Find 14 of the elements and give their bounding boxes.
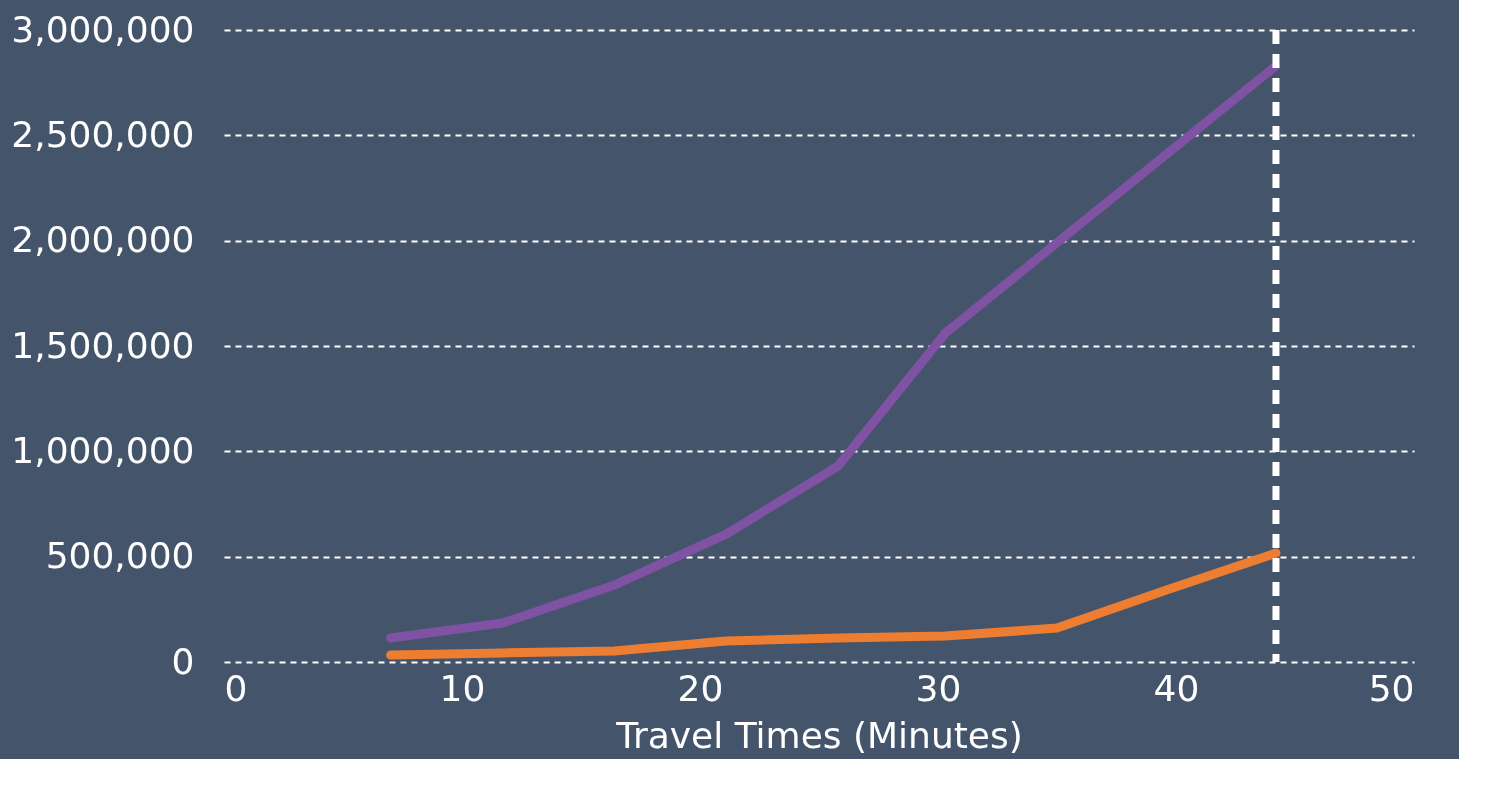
y-tick-label: 0 <box>171 640 195 682</box>
x-tick-label: 40 <box>1153 667 1200 709</box>
x-tick-label: 30 <box>915 667 962 709</box>
x-tick-label: 10 <box>439 667 486 709</box>
y-tick-label: 1,000,000 <box>11 429 195 471</box>
x-tick-label: 0 <box>224 667 248 709</box>
y-tick-label: 2,500,000 <box>11 113 195 155</box>
y-tick-label: 2,000,000 <box>11 219 195 261</box>
x-tick-label: 50 <box>1368 667 1415 709</box>
y-tick-label: 3,000,000 <box>11 8 195 50</box>
y-tick-label: 500,000 <box>45 535 195 577</box>
y-tick-label: 1,500,000 <box>11 324 195 366</box>
x-tick-label: 20 <box>677 667 724 709</box>
x-axis-title: Travel Times (Minutes) <box>615 714 1023 756</box>
